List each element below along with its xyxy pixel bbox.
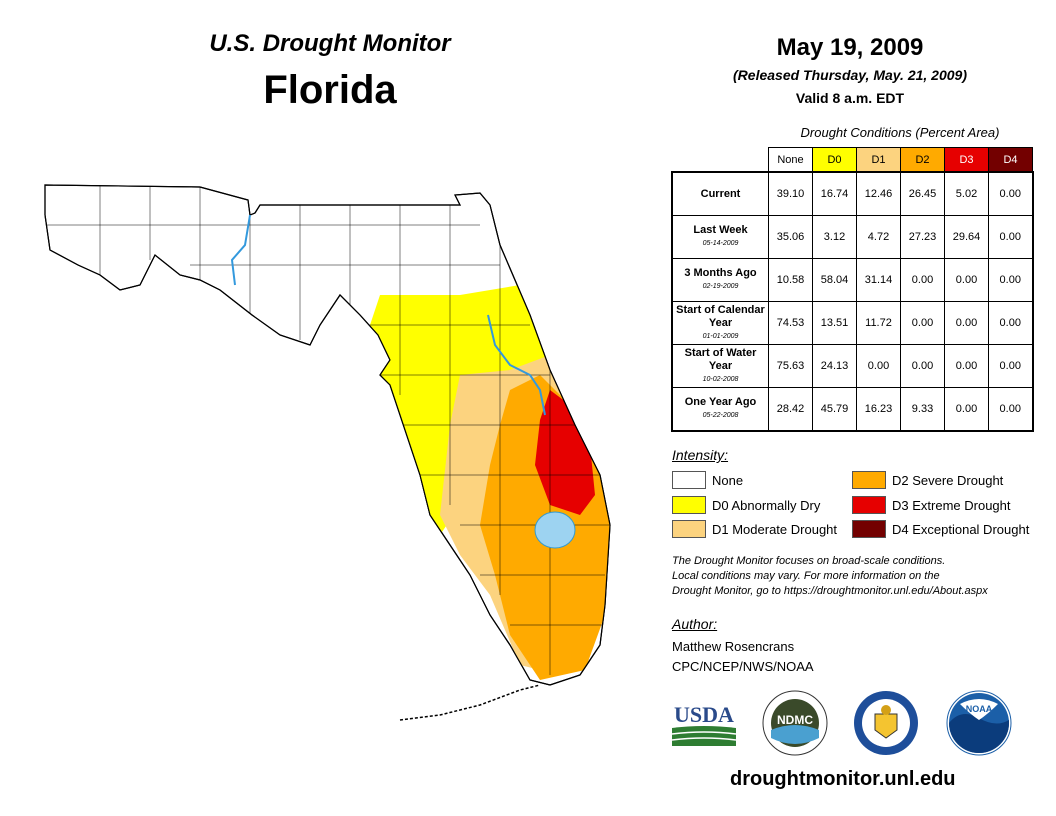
table-cell: 0.00 — [944, 301, 989, 345]
table-cell: 35.06 — [768, 215, 813, 259]
table-cell: 24.13 — [812, 344, 857, 388]
legend-item-d3: D3 Extreme Drought — [852, 496, 1011, 514]
legend-swatch — [672, 520, 706, 538]
col-d0: D0 — [812, 147, 857, 173]
table-cell: 9.33 — [900, 387, 945, 432]
table-row: Start of Water Year 10-02-2008 75.63 24.13 0… — [671, 344, 1033, 388]
table-cell: 11.72 — [856, 301, 901, 345]
apalachicola-river — [230, 214, 251, 286]
legend-swatch — [672, 496, 706, 514]
table-row: 3 Months Ago 02-19-2009 10.58 58.04 31.14 0.0… — [671, 258, 1033, 302]
legend-item-d1: D1 Moderate Drought — [672, 520, 837, 538]
table-cell: 0.00 — [988, 215, 1033, 259]
legend-item-d4: D4 Exceptional Drought — [852, 520, 1029, 538]
col-none: None — [768, 147, 813, 173]
row-label: Last Week 05-14-2009 — [671, 215, 769, 259]
commerce-seal-logo — [854, 691, 918, 755]
table-cell: 0.00 — [988, 258, 1033, 302]
florida-keys — [399, 684, 541, 721]
table-cell: 27.23 — [900, 215, 945, 259]
row-label: One Year Ago 05-22-2008 — [671, 387, 769, 432]
col-d1: D1 — [856, 147, 901, 173]
row-label: Current — [671, 171, 769, 216]
table-cell: 75.63 — [768, 344, 813, 388]
table-cell: 5.02 — [944, 171, 989, 216]
table-cell: 29.64 — [944, 215, 989, 259]
florida-drought-map — [44, 184, 611, 721]
row-label: Start of Calendar Year 01-01-2009 — [671, 301, 769, 345]
legend-item-none: None — [672, 471, 743, 489]
svg-text:NOAA: NOAA — [966, 704, 993, 714]
legend-swatch — [852, 471, 886, 489]
table-cell: 39.10 — [768, 171, 813, 216]
table-cell: 3.12 — [812, 215, 857, 259]
table-cell: 28.42 — [768, 387, 813, 432]
table-row: Current 39.10 16.74 12.46 26.45 5.02 0.00 — [671, 171, 1033, 216]
table-cell: 10.58 — [768, 258, 813, 302]
table-cell: 12.46 — [856, 171, 901, 216]
legend-item-d0: D0 Abnormally Dry — [672, 496, 820, 514]
table-cell: 0.00 — [988, 171, 1033, 216]
disclaimer-note: The Drought Monitor focuses on broad-sca… — [672, 554, 1052, 599]
table-cell: 26.45 — [900, 171, 945, 216]
table-cell: 0.00 — [988, 301, 1033, 345]
legend-title: Intensity: — [672, 447, 729, 463]
table-cell: 0.00 — [944, 387, 989, 432]
valid-time: Valid 8 a.m. EDT — [795, 90, 905, 106]
col-d4: D4 — [988, 147, 1033, 173]
table-row: Start of Calendar Year 01-01-2009 74.53 13.… — [671, 301, 1033, 345]
table-cell: 58.04 — [812, 258, 857, 302]
table-cell: 0.00 — [944, 344, 989, 388]
author-block: Matthew Rosencrans CPC/NCEP/NWS/NOAA — [672, 637, 814, 677]
release-date: (Released Thursday, May. 21, 2009) — [733, 67, 967, 83]
table-cell: 0.00 — [988, 387, 1033, 432]
table-cell: 0.00 — [944, 258, 989, 302]
table-cell: 16.23 — [856, 387, 901, 432]
legend-swatch — [672, 471, 706, 489]
table-title: Drought Conditions (Percent Area) — [800, 125, 1000, 140]
footer-website[interactable]: droughtmonitor.unl.edu — [730, 768, 956, 790]
row-label: 3 Months Ago 02-19-2009 — [671, 258, 769, 302]
table-cell: 0.00 — [988, 344, 1033, 388]
usda-logo: USDA — [671, 702, 737, 746]
lake-okeechobee — [534, 511, 576, 549]
table-cell: 0.00 — [900, 301, 945, 345]
author-name: Matthew Rosencrans — [672, 639, 795, 654]
table-cell: 16.74 — [812, 171, 857, 216]
author-org: CPC/NCEP/NWS/NOAA — [672, 659, 814, 674]
legend-swatch — [852, 520, 886, 538]
author-title: Author: — [672, 616, 718, 632]
svg-text:USDA: USDA — [674, 702, 734, 727]
col-d3: D3 — [944, 147, 989, 173]
noaa-logo: NOAA — [946, 690, 1012, 756]
table-cell: 0.00 — [900, 258, 945, 302]
ndmc-logo: NDMC — [762, 690, 828, 756]
about-link[interactable]: Drought Monitor, go to https://droughtmo… — [672, 585, 988, 597]
table-cell: 74.53 — [768, 301, 813, 345]
map-date: May 19, 2009 — [776, 34, 924, 61]
table-cell: 45.79 — [812, 387, 857, 432]
legend-swatch — [852, 496, 886, 514]
svg-text:NDMC: NDMC — [777, 713, 813, 727]
table-cell: 0.00 — [856, 344, 901, 388]
table-row: One Year Ago 05-22-2008 28.42 45.79 16.23 9.3… — [671, 387, 1033, 432]
table-cell: 13.51 — [812, 301, 857, 345]
table-row: Last Week 05-14-2009 35.06 3.12 4.72 27.23 29.… — [671, 215, 1033, 259]
st-johns-river — [487, 314, 546, 416]
drought-conditions-table: None D0 D1 D2 D3 D4 Current 39.10 16.74 12.… — [671, 147, 1034, 432]
map-subtitle: U.S. Drought Monitor — [209, 30, 451, 57]
col-d2: D2 — [900, 147, 945, 173]
row-label: Start of Water Year 10-02-2008 — [671, 344, 769, 388]
table-cell: 0.00 — [900, 344, 945, 388]
legend-item-d2: D2 Severe Drought — [852, 471, 1003, 489]
table-cell: 31.14 — [856, 258, 901, 302]
state-title: Florida — [263, 68, 397, 112]
table-cell: 4.72 — [856, 215, 901, 259]
